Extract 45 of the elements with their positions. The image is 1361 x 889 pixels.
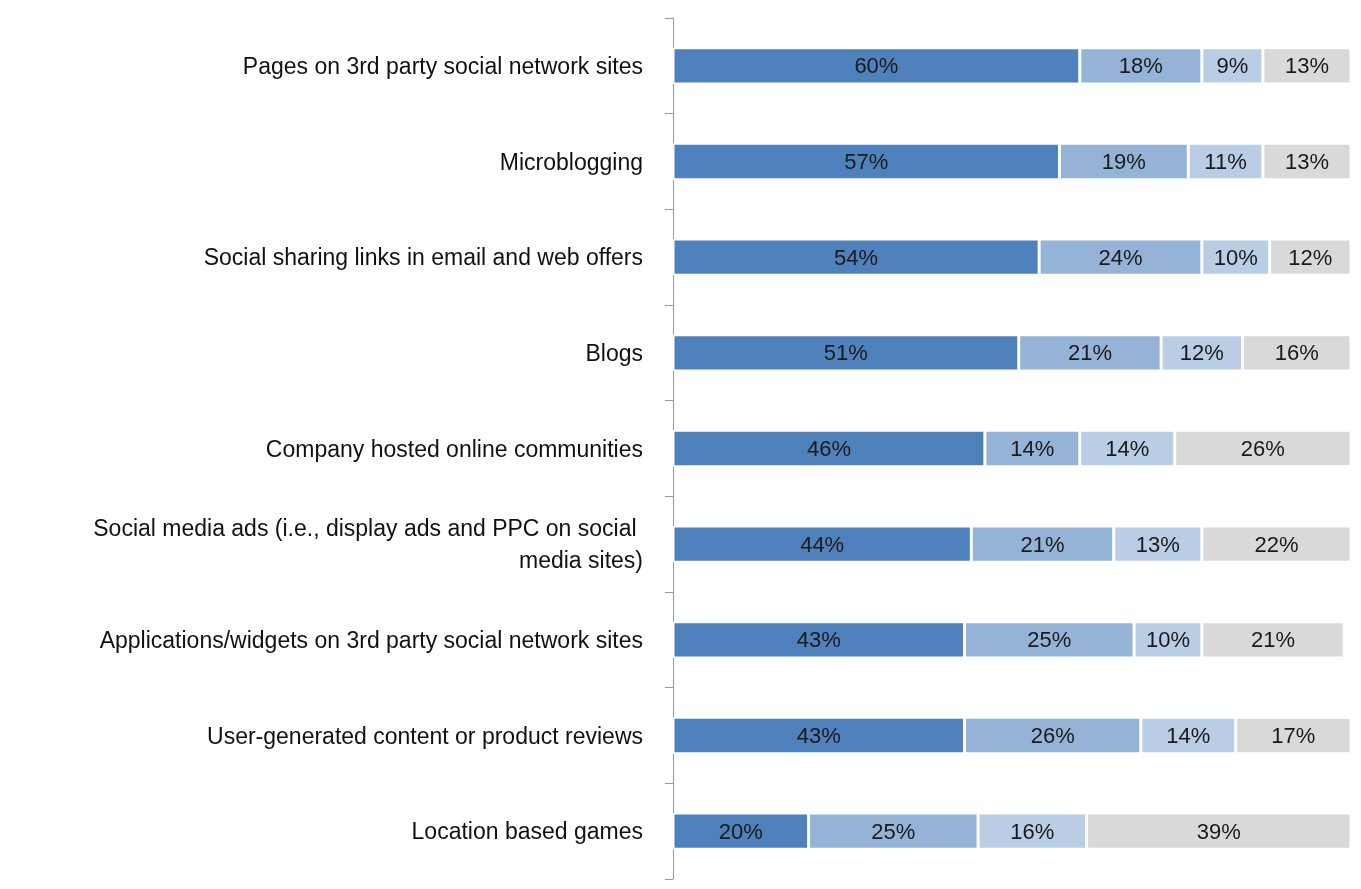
data-label: 26% <box>1030 723 1075 748</box>
data-label: 14% <box>1010 436 1055 461</box>
data-label: 25% <box>1027 627 1072 653</box>
data-label: 17% <box>1271 723 1316 748</box>
y-tick-label: User-generated content or product reviews <box>207 722 643 749</box>
data-label: 21% <box>1020 531 1065 557</box>
data-label: 19% <box>1101 149 1146 174</box>
y-tick-label: Social media ads (i.e., display ads and PPC on social media sites) <box>93 515 643 574</box>
data-label: 25% <box>871 818 916 844</box>
data-label: 26% <box>1240 436 1285 461</box>
data-label: 21% <box>1251 627 1296 653</box>
y-tick-label: Applications/widgets on 3rd party social network sites <box>99 626 643 653</box>
data-label: 18% <box>1118 53 1163 79</box>
data-label: 16% <box>1274 340 1319 366</box>
y-tick-label: Company hosted online communities <box>265 435 643 462</box>
data-label: 10% <box>1213 244 1258 270</box>
y-tick-label: Blogs <box>585 339 643 366</box>
data-label: 14% <box>1105 436 1150 461</box>
data-label: 60% <box>854 53 899 79</box>
y-tick-label: Social sharing links in email and web offers <box>203 244 643 271</box>
y-tick-label: Microblogging <box>499 148 643 175</box>
data-label: 20% <box>718 818 763 844</box>
data-label: 39% <box>1196 818 1241 844</box>
data-label: 24% <box>1098 244 1143 270</box>
y-tick-label: Pages on 3rd party social network sites <box>242 52 643 79</box>
y-tick-label: Location based games <box>411 818 643 845</box>
data-label: 43% <box>796 627 841 653</box>
data-label: 43% <box>796 723 841 748</box>
data-label: 57% <box>844 149 889 174</box>
data-label: 13% <box>1135 531 1180 557</box>
data-label: 54% <box>834 244 879 270</box>
data-label: 10% <box>1145 627 1190 653</box>
data-label: 12% <box>1179 340 1224 366</box>
data-label: 44% <box>800 531 845 557</box>
data-label: 16% <box>1010 818 1055 844</box>
data-label: 51% <box>823 340 868 366</box>
data-label: 46% <box>806 436 851 461</box>
data-label: 14% <box>1166 723 1211 748</box>
data-label: 22% <box>1254 531 1299 557</box>
data-label: 13% <box>1284 53 1329 79</box>
data-label: 11% <box>1204 149 1247 174</box>
data-label: 12% <box>1288 244 1333 270</box>
data-label: 9% <box>1216 53 1249 79</box>
data-label: 13% <box>1284 149 1329 174</box>
data-label: 21% <box>1067 340 1112 366</box>
